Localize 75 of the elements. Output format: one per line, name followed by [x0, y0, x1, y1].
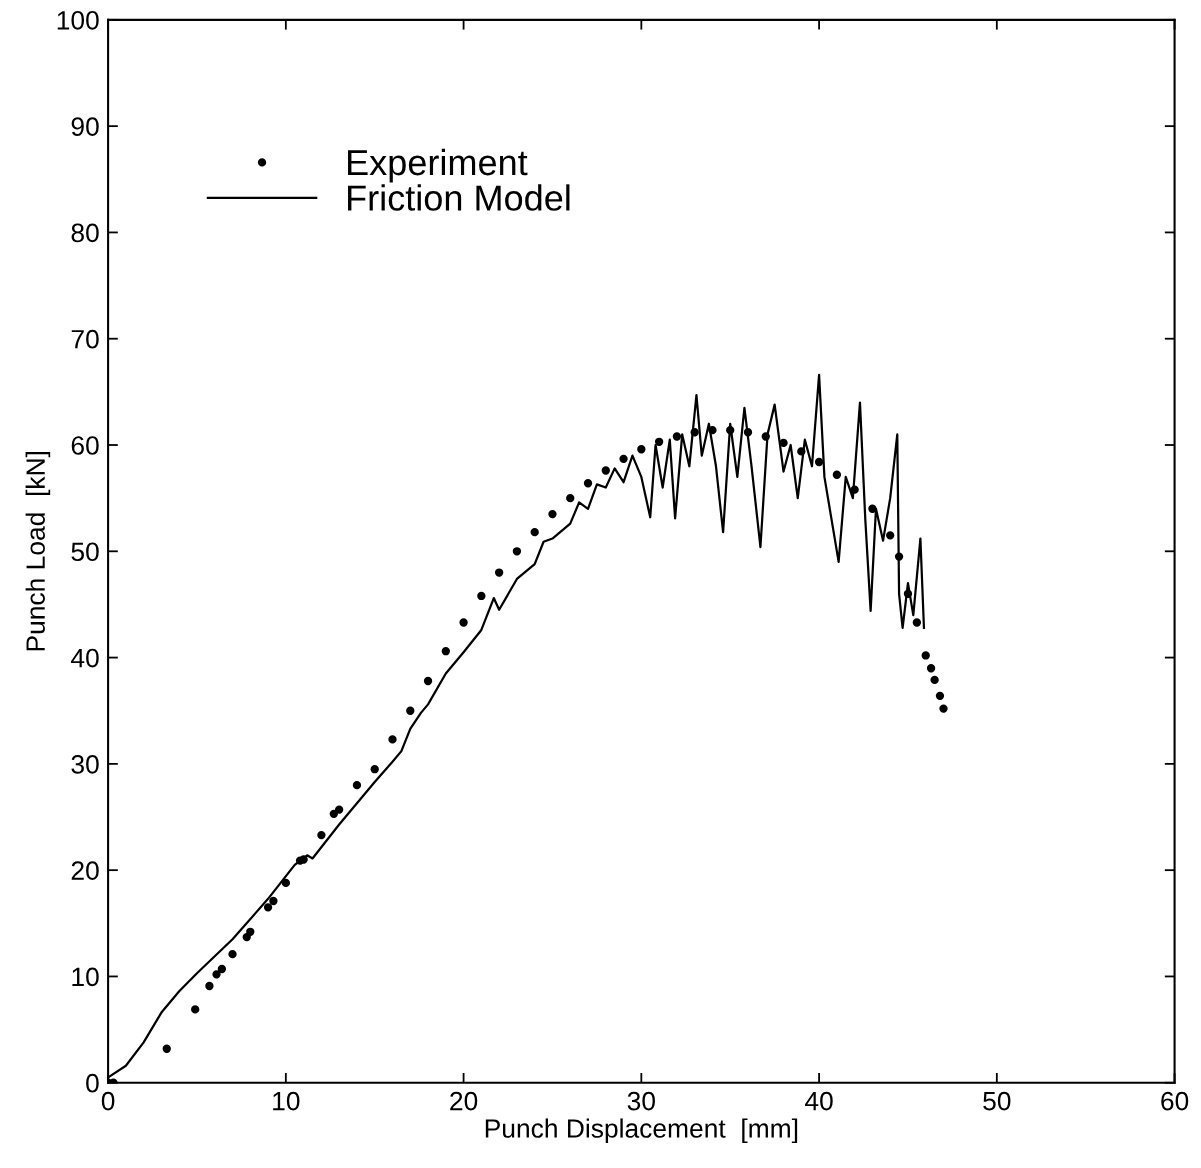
point [459, 618, 468, 627]
point [672, 432, 682, 441]
point [850, 485, 859, 494]
point [886, 531, 895, 540]
point [779, 438, 788, 448]
point [601, 466, 610, 475]
point [228, 949, 237, 959]
point [619, 454, 628, 463]
point [926, 664, 936, 673]
point [263, 903, 273, 912]
y-tick-label: 70 [71, 329, 99, 349]
point [162, 1044, 171, 1053]
y-tick-label: 80 [71, 223, 99, 243]
point [512, 547, 522, 556]
point [477, 591, 486, 601]
point [814, 457, 824, 467]
point [912, 618, 922, 627]
point [205, 981, 214, 991]
point [654, 437, 664, 446]
point [269, 896, 278, 906]
point [335, 805, 344, 814]
point [370, 765, 379, 774]
point [406, 706, 415, 715]
point [388, 735, 397, 744]
point [212, 970, 221, 979]
point [708, 425, 717, 435]
point [832, 470, 842, 479]
point [726, 425, 735, 435]
point [329, 809, 338, 818]
point [939, 704, 948, 713]
y-tick-label: 90 [71, 117, 99, 136]
x-tick-label: 50 [983, 1091, 1011, 1111]
point [761, 432, 770, 441]
y-tick-label: 0 [86, 1073, 99, 1093]
x-tick-label: 0 [101, 1091, 115, 1111]
point [246, 927, 255, 936]
y-tick-label: 50 [71, 542, 99, 562]
point [894, 552, 904, 561]
point [690, 428, 699, 437]
point [583, 479, 593, 488]
legend-label: Experiment [348, 148, 528, 183]
x-tick-label: 60 [1161, 1091, 1189, 1111]
point [566, 493, 575, 503]
y-axis-title: Punch Load [kN] [25, 451, 51, 651]
point [494, 568, 504, 577]
point [299, 855, 308, 864]
x-tick-label: 20 [450, 1091, 478, 1111]
point [921, 651, 930, 660]
point [217, 964, 227, 974]
point [637, 445, 646, 454]
point [743, 428, 753, 437]
point [281, 878, 290, 888]
y-tick-label: 60 [71, 436, 99, 455]
x-tick-label: 10 [273, 1091, 300, 1111]
point [352, 780, 362, 790]
y-tick-label: 40 [71, 648, 99, 668]
point [441, 647, 450, 656]
point [868, 504, 877, 513]
y-tick-label: 10 [72, 967, 99, 987]
point [935, 691, 945, 701]
y-tick-label: 20 [71, 861, 99, 880]
point [548, 509, 557, 519]
x-tick-label: 40 [805, 1091, 833, 1111]
y-tick-label: 100 [57, 10, 99, 30]
x-axis-title: Punch Displacement [mm] [485, 1118, 798, 1144]
point [423, 676, 433, 686]
point [317, 830, 326, 840]
point [191, 1005, 200, 1014]
legend-label: Friction Model [348, 184, 570, 211]
x-tick-label: 30 [627, 1091, 655, 1111]
point [930, 675, 939, 685]
y-tick-label: 30 [71, 755, 99, 774]
point [903, 589, 913, 598]
point [530, 528, 539, 537]
point [797, 447, 806, 456]
